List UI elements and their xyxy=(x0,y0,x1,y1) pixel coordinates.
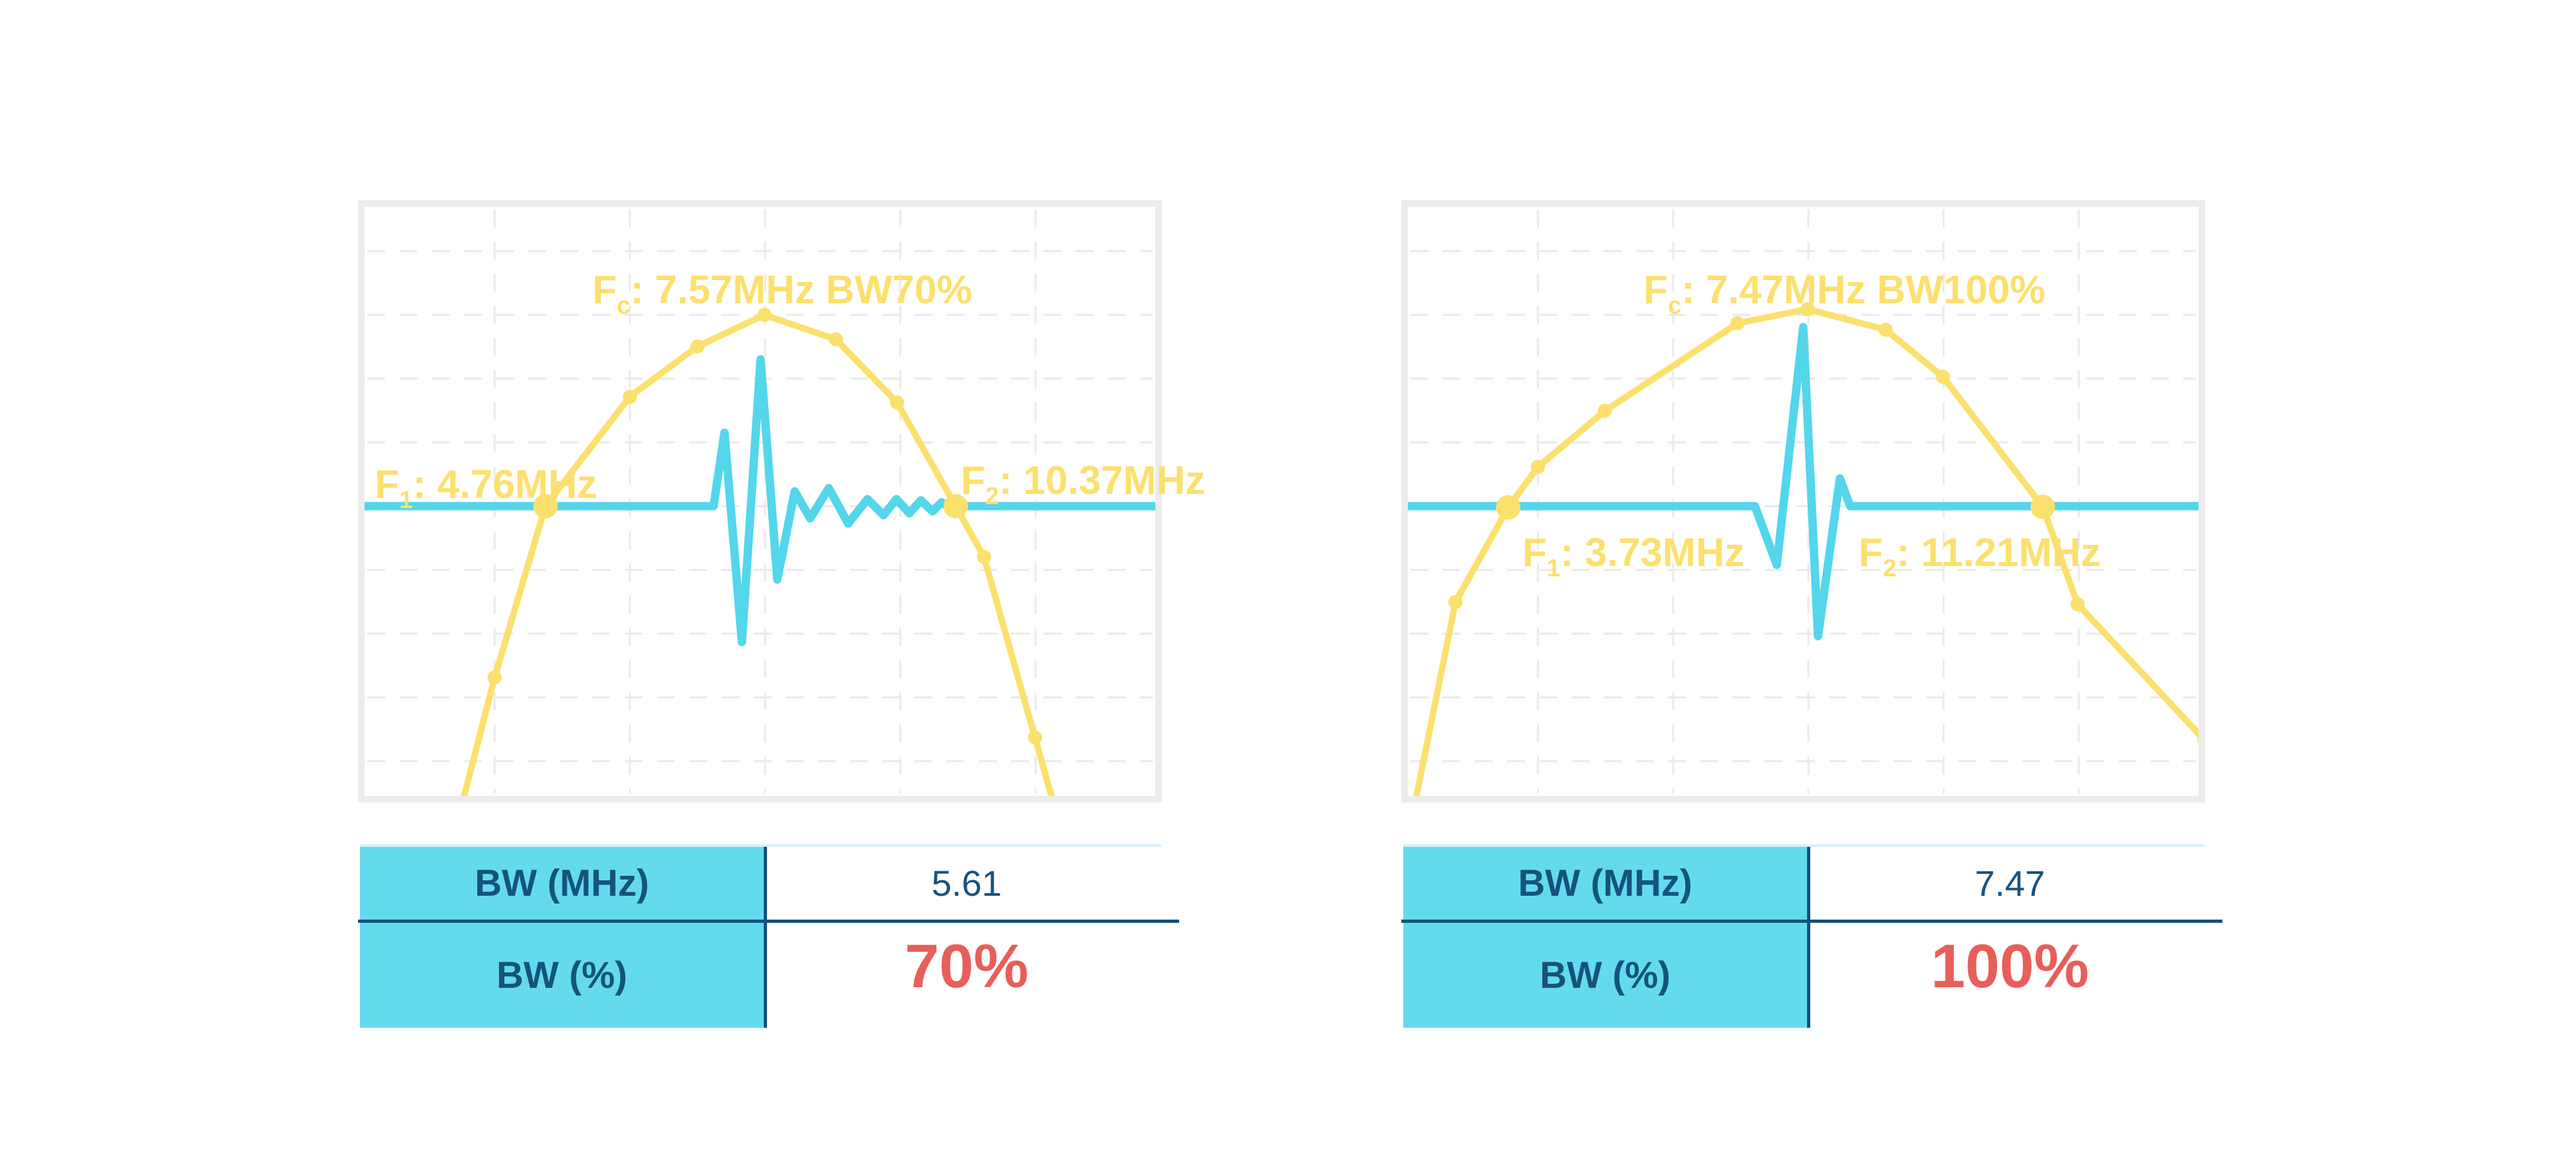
chart-border xyxy=(1401,200,2205,802)
bandwidth-edge-marker xyxy=(943,494,968,518)
spectrum-marker xyxy=(1598,404,1612,418)
pulse-waveform xyxy=(1403,323,2203,641)
right-f1-annotation: F1: 3.73MHz xyxy=(1522,531,1745,582)
fc-subscript: c xyxy=(1667,292,1682,319)
right-spectrum-chart xyxy=(1401,200,2205,802)
bw-percent-label: BW (%) xyxy=(1540,954,1671,996)
spectrum-marker xyxy=(2070,597,2085,611)
f1-symbol: F xyxy=(1522,531,1547,575)
pulse-waveform xyxy=(360,355,1160,647)
f2-symbol: F xyxy=(1859,531,1883,575)
bw-mhz-label: BW (MHz) xyxy=(1518,862,1692,904)
table-row-label: BW (%) xyxy=(360,923,764,1028)
f2-subscript: 2 xyxy=(985,483,999,510)
spectrum-marker xyxy=(1531,460,1545,474)
spectrum-curve xyxy=(1412,306,2205,802)
bw-mhz-value: 7.47 xyxy=(1975,863,2045,903)
table-column-divider xyxy=(764,847,767,1028)
right-f2-annotation: F2: 11.21MHz xyxy=(1859,531,2101,582)
spectrum-marker xyxy=(690,339,705,354)
spectrum-marker xyxy=(623,390,637,404)
right-bandwidth-table: BW (MHz) 7.47 BW (%) 100% xyxy=(1401,844,2222,1028)
bw-percent-label: BW (%) xyxy=(497,954,627,996)
bw-mhz-label: BW (MHz) xyxy=(475,862,649,904)
bw-mhz-value: 5.61 xyxy=(931,863,1002,903)
left-f1-annotation: F1: 4.76MHz xyxy=(375,462,597,513)
fc-value-text: : 7.47MHz BW100% xyxy=(1681,268,2046,312)
table-row-label: BW (MHz) xyxy=(1403,847,1807,920)
f1-symbol: F xyxy=(375,462,399,507)
table-row-value: 5.61 xyxy=(767,847,1166,920)
table-column-divider xyxy=(1807,847,1810,1028)
right-fc-annotation: Fc: 7.47MHz BW100% xyxy=(1643,268,2046,319)
table-row-label: BW (MHz) xyxy=(360,847,764,920)
chart-border xyxy=(358,200,1162,802)
spectrum-marker xyxy=(890,395,904,410)
spectrum-marker xyxy=(1936,370,1950,384)
spectrum-marker xyxy=(1028,730,1042,744)
bandwidth-edge-marker xyxy=(2031,495,2055,519)
f1-value-text: : 4.76MHz xyxy=(413,462,597,507)
left-spectrum-chart xyxy=(358,200,1162,802)
f2-value-text: : 10.37MHz xyxy=(999,459,1206,503)
f1-subscript: 1 xyxy=(399,487,413,514)
bandwidth-edge-marker xyxy=(533,494,558,518)
bandwidth-edge-marker xyxy=(1496,495,1520,520)
spectrum-marker xyxy=(829,332,843,346)
spectrum-marker xyxy=(977,550,991,564)
f1-value-text: : 3.73MHz xyxy=(1560,531,1745,575)
left-fc-annotation: Fc: 7.57MHz BW70% xyxy=(592,268,972,319)
spectrum-curve xyxy=(459,312,1057,802)
spectrum-marker xyxy=(1448,595,1463,609)
table-row-divider xyxy=(1401,920,2222,923)
table-top-border xyxy=(1403,844,2204,847)
spectrum-marker xyxy=(1730,316,1745,330)
table-row-label: BW (%) xyxy=(1403,923,1807,1028)
spectrum-marker xyxy=(757,308,772,322)
table-top-border xyxy=(360,844,1161,847)
fc-value-text: : 7.57MHz BW70% xyxy=(630,268,972,312)
table-row-divider xyxy=(358,920,1179,923)
spectrum-marker xyxy=(488,670,502,685)
f2-value-text: : 11.21MHz xyxy=(1897,531,2101,575)
left-bandwidth-table: BW (MHz) 5.61 BW (%) 70% xyxy=(358,844,1179,1028)
bw-percent-value: 70% xyxy=(904,931,1029,1001)
table-row-value: 70% xyxy=(767,916,1166,1016)
table-row-value: 100% xyxy=(1810,916,2210,1016)
f1-subscript: 1 xyxy=(1546,555,1561,582)
fc-symbol: F xyxy=(1643,268,1668,312)
f2-subscript: 2 xyxy=(1882,555,1897,582)
spectrum-marker xyxy=(1879,323,1893,337)
bw-percent-value: 100% xyxy=(1931,931,2089,1001)
table-row-value: 7.47 xyxy=(1810,847,2210,920)
spectrum-marker xyxy=(1801,302,1815,316)
fc-subscript: c xyxy=(616,292,631,319)
left-f2-annotation: F2: 10.37MHz xyxy=(961,459,1206,509)
fc-symbol: F xyxy=(592,268,617,312)
f2-symbol: F xyxy=(961,459,985,503)
